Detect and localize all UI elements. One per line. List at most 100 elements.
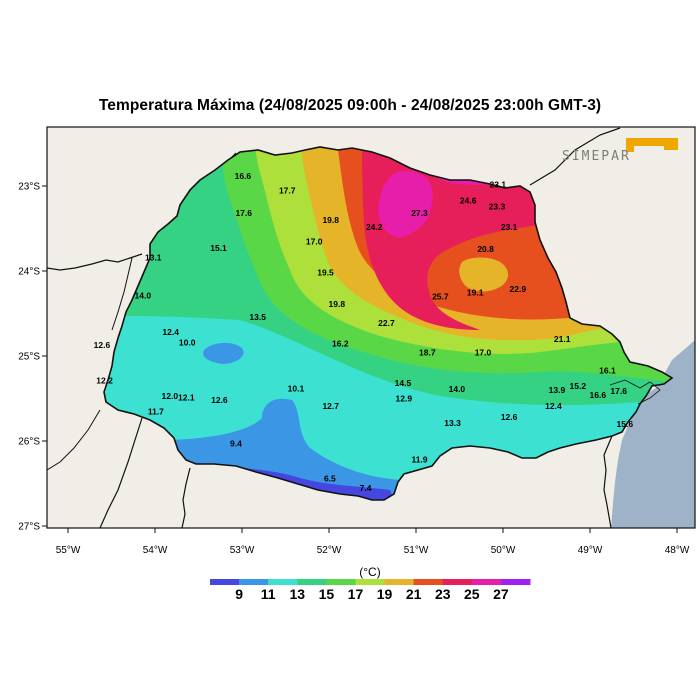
logo-text: SIMEPAR: [562, 149, 631, 164]
station-value: 13.3: [444, 418, 461, 428]
station-value: 16.2: [332, 338, 349, 348]
station-value: 6.5: [324, 473, 336, 483]
station-value: 19.8: [329, 299, 346, 309]
neighbor-border-south: [99, 417, 143, 528]
colorbar-swatch: [413, 579, 444, 585]
station-value: 7.4: [360, 483, 372, 493]
colorbar-swatch: [471, 579, 502, 585]
station-value: 10.0: [179, 337, 196, 347]
station-value: 23.1: [501, 222, 518, 232]
neighbor-border-sc: [603, 435, 613, 528]
latitude-axis: 23°S 24°S 25°S 26°S 27°S: [18, 182, 47, 533]
station-value: 13.9: [549, 385, 566, 395]
station-value: 12.2: [96, 376, 113, 386]
station-value: 20.8: [477, 244, 494, 254]
station-value: 23.3: [489, 201, 506, 211]
station-value: 27.3: [411, 208, 428, 218]
longitude-axis: 55°W 54°W 53°W 52°W 51°W 50°W 49°W 48°W: [56, 528, 690, 556]
station-value: 12.4: [162, 327, 179, 337]
station-value: 12.6: [94, 340, 111, 350]
station-value: 16.1: [599, 365, 616, 375]
lat-label: 26°S: [18, 437, 40, 448]
colorbar-swatch: [326, 579, 356, 585]
station-value: 24.6: [460, 195, 477, 205]
colorbar-label: 9: [235, 586, 243, 602]
station-value: 15.1: [210, 243, 227, 253]
colorbar-swatch: [239, 579, 269, 585]
neighbor-border-misc2: [111, 257, 133, 331]
colorbar-label: 21: [406, 586, 422, 602]
station-value: 17.7: [279, 185, 296, 195]
ocean: [611, 340, 695, 528]
station-value: 13.5: [249, 312, 266, 322]
colorbar-swatch: [500, 579, 531, 585]
station-value: 14.0: [449, 384, 466, 394]
station-value: 12.9: [396, 394, 413, 404]
station-value: 9.4: [230, 439, 242, 449]
neighbor-border-sp: [529, 127, 621, 186]
lon-label: 54°W: [143, 545, 168, 556]
lon-label: 49°W: [578, 545, 603, 556]
station-value: 19.8: [322, 215, 339, 225]
neighbor-border-south2: [181, 467, 191, 528]
station-value: 21.1: [554, 334, 571, 344]
neighbor-border-misc: [47, 409, 101, 471]
colorbar-swatch: [384, 579, 415, 585]
band-11-13-spot: [203, 342, 244, 364]
colorbar-label: 11: [261, 586, 276, 602]
colorbar-swatch: [355, 579, 386, 585]
station-value: 15.2: [570, 381, 587, 391]
colorbar-swatch: [442, 579, 473, 585]
station-value: 10.1: [288, 383, 305, 393]
station-value: 17.0: [475, 348, 492, 358]
colorbar-label: 23: [435, 586, 451, 602]
station-value: 12.6: [501, 412, 518, 422]
station-value: 18.7: [419, 348, 436, 358]
lon-label: 55°W: [56, 545, 81, 556]
station-value: 19.5: [317, 268, 334, 278]
lat-label: 23°S: [18, 182, 40, 193]
station-value: 16.6: [235, 171, 252, 181]
band-27-plus: [378, 170, 433, 238]
lat-label: 24°S: [18, 267, 40, 278]
lat-label: 27°S: [18, 522, 40, 533]
station-value: 17.0: [306, 236, 323, 246]
station-value: 11.9: [411, 455, 427, 465]
station-value: 12.4: [545, 401, 562, 411]
station-value: 12.6: [211, 395, 228, 405]
lon-label: 53°W: [230, 545, 255, 556]
station-value: 14.5: [395, 378, 412, 388]
station-value: 19.1: [467, 287, 484, 297]
map-title: Temperatura Máxima (24/08/2025 09:00h - …: [98, 97, 602, 114]
station-value: 12.1: [178, 393, 195, 403]
lon-label: 51°W: [404, 545, 429, 556]
colorbar-label: 15: [319, 586, 335, 602]
colorbar: 9 11 13 15 17 19 21 23 25 27: [210, 579, 531, 602]
lon-label: 50°W: [491, 545, 516, 556]
lon-label: 52°W: [317, 545, 342, 556]
station-value: 24.2: [366, 222, 383, 232]
station-value: 15.6: [617, 419, 634, 429]
map-frame: [46, 126, 696, 529]
station-value: 12.0: [162, 391, 179, 401]
station-value: 14.0: [135, 291, 152, 301]
simepar-logo: SIMEPAR: [562, 138, 678, 164]
lon-label: 48°W: [665, 545, 690, 556]
station-value: 13.1: [145, 252, 162, 262]
band-21-23-inner: [459, 257, 509, 292]
logo-mark: [626, 138, 678, 152]
colorbar-unit: (°C): [359, 565, 380, 579]
band-11-13: [150, 398, 430, 500]
station-value: 11.7: [148, 406, 164, 416]
colorbar-swatch: [297, 579, 327, 585]
station-value: 25.7: [432, 292, 449, 302]
station-value: 16.6: [590, 390, 607, 400]
colorbar-label: 19: [377, 586, 393, 602]
station-value: 17.6: [235, 208, 252, 218]
station-value: 12.7: [322, 401, 339, 411]
lat-label: 25°S: [18, 352, 40, 363]
colorbar-swatch: [268, 579, 298, 585]
station-value-labels: 16.6 17.7 17.6 19.8 27.3 24.2 24.6 23.3 23.1 23.1…: [94, 171, 634, 493]
station-value: 23.1: [490, 179, 507, 189]
